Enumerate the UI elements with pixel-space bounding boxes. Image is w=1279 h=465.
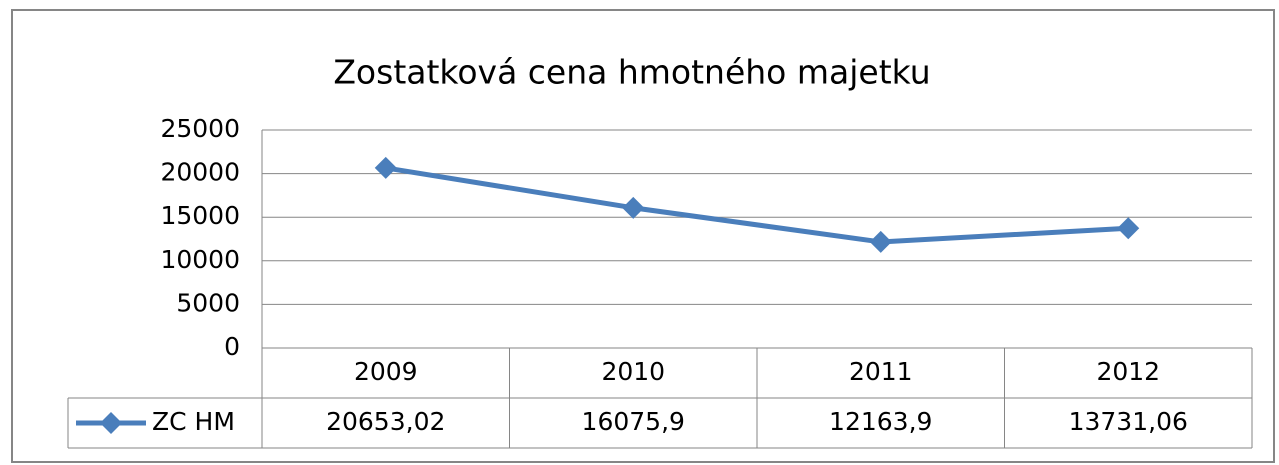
x-tick-label: 2009 — [354, 357, 418, 386]
y-tick-label: 15000 — [160, 201, 240, 230]
data-table-value: 12163,9 — [829, 407, 932, 436]
y-tick-label: 5000 — [176, 288, 240, 317]
chart-title: Zostatková cena hmotného majetku — [333, 53, 930, 92]
data-table-value: 13731,06 — [1069, 407, 1188, 436]
legend-label: ZC HM — [152, 407, 235, 436]
y-tick-label: 20000 — [160, 158, 240, 187]
marker — [869, 230, 892, 253]
marker — [374, 156, 397, 179]
x-tick-label: 2011 — [849, 357, 913, 386]
data-table-value: 16075,9 — [582, 407, 685, 436]
data-table-value: 20653,02 — [326, 407, 445, 436]
marker — [622, 196, 645, 219]
marker — [1117, 217, 1140, 240]
line-series — [385, 165, 1129, 245]
legend-marker — [100, 412, 122, 434]
x-tick-label: 2012 — [1096, 357, 1160, 386]
chart-border — [11, 9, 1275, 463]
y-tick-label: 25000 — [160, 114, 240, 143]
x-tick-label: 2010 — [601, 357, 665, 386]
y-tick-label: 10000 — [160, 245, 240, 274]
y-tick-label: 0 — [224, 332, 240, 361]
